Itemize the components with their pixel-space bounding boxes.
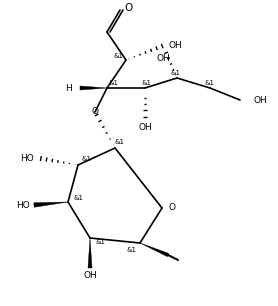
Polygon shape [80, 86, 107, 90]
Text: &1: &1 [115, 139, 125, 145]
Text: HO: HO [20, 154, 34, 162]
Text: &1: &1 [81, 156, 91, 162]
Text: OH: OH [169, 40, 183, 50]
Text: OH: OH [83, 271, 97, 281]
Text: &1: &1 [205, 80, 215, 86]
Text: &1: &1 [109, 80, 119, 86]
Text: O: O [124, 3, 132, 13]
Text: &1: &1 [73, 195, 83, 201]
Polygon shape [140, 243, 169, 257]
Text: &1: &1 [142, 80, 152, 86]
Text: &1: &1 [127, 247, 137, 253]
Text: &1: &1 [95, 239, 105, 245]
Text: OH: OH [156, 54, 170, 62]
Text: &1: &1 [114, 53, 124, 59]
Text: O: O [169, 203, 176, 212]
Polygon shape [34, 202, 68, 207]
Polygon shape [88, 238, 92, 268]
Text: OH: OH [138, 122, 152, 132]
Text: &1: &1 [171, 70, 181, 76]
Text: H: H [65, 84, 72, 92]
Text: O: O [91, 106, 98, 115]
Text: OH: OH [254, 95, 268, 105]
Text: HO: HO [16, 200, 30, 210]
